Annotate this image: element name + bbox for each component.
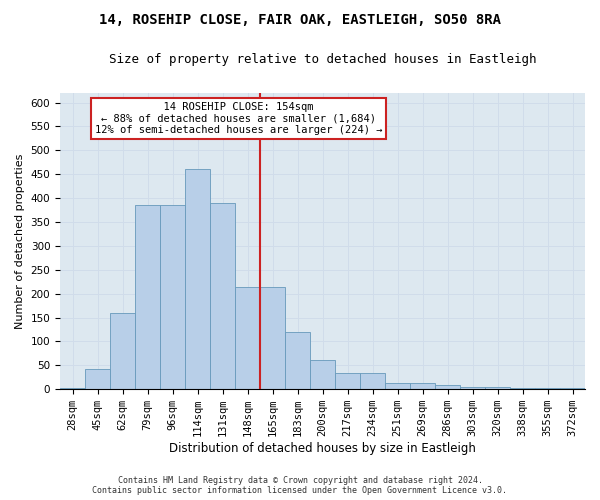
X-axis label: Distribution of detached houses by size in Eastleigh: Distribution of detached houses by size …: [169, 442, 476, 455]
Text: 14, ROSEHIP CLOSE, FAIR OAK, EASTLEIGH, SO50 8RA: 14, ROSEHIP CLOSE, FAIR OAK, EASTLEIGH, …: [99, 12, 501, 26]
Bar: [485, 388, 510, 389]
Bar: [135, 206, 160, 389]
Bar: [360, 374, 385, 389]
Bar: [160, 206, 185, 389]
Bar: [435, 385, 460, 389]
Bar: [560, 388, 585, 389]
Bar: [210, 203, 235, 389]
Bar: [410, 382, 435, 389]
Y-axis label: Number of detached properties: Number of detached properties: [15, 154, 25, 329]
Bar: [260, 286, 285, 389]
Bar: [60, 388, 85, 389]
Bar: [310, 360, 335, 389]
Bar: [535, 388, 560, 389]
Title: Size of property relative to detached houses in Eastleigh: Size of property relative to detached ho…: [109, 52, 536, 66]
Bar: [235, 286, 260, 389]
Bar: [335, 374, 360, 389]
Text: 14 ROSEHIP CLOSE: 154sqm  
← 88% of detached houses are smaller (1,684)
12% of s: 14 ROSEHIP CLOSE: 154sqm ← 88% of detach…: [95, 102, 382, 135]
Bar: [110, 313, 135, 389]
Text: Contains HM Land Registry data © Crown copyright and database right 2024.
Contai: Contains HM Land Registry data © Crown c…: [92, 476, 508, 495]
Bar: [510, 388, 535, 389]
Bar: [185, 170, 210, 389]
Bar: [85, 369, 110, 389]
Bar: [285, 332, 310, 389]
Bar: [385, 382, 410, 389]
Bar: [460, 388, 485, 389]
